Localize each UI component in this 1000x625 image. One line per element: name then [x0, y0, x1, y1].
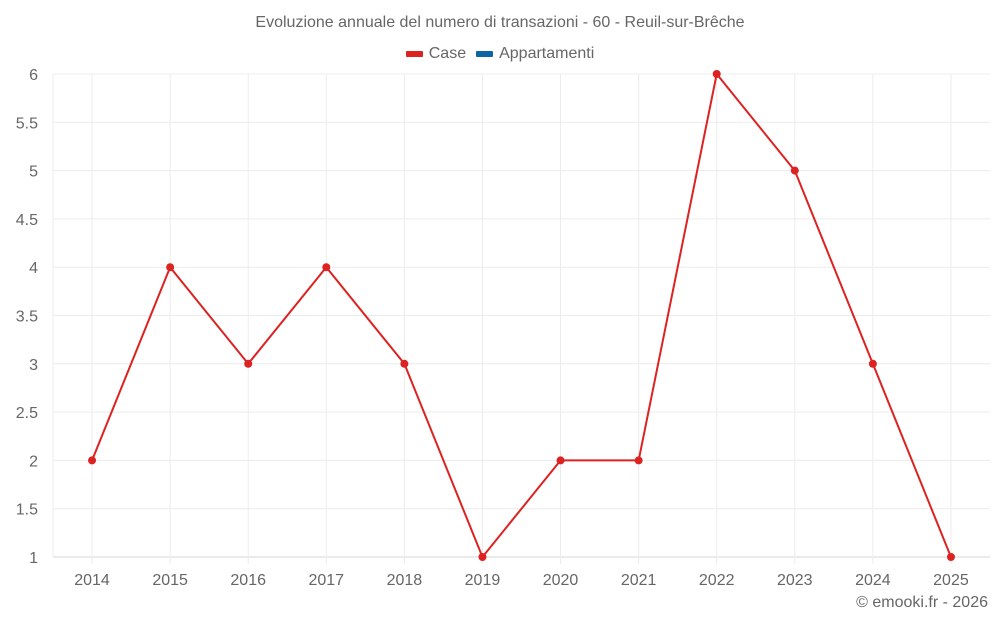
x-tick-label: 2022: [699, 572, 735, 589]
grid-lines: [52, 73, 990, 564]
y-axis-labels: 1 1.5 2 2.5 3 3.5 4 4.5 5 5.5 6: [16, 67, 38, 567]
y-tick-label: 3: [29, 357, 38, 374]
x-tick-label: 2018: [387, 572, 423, 589]
y-tick-label: 5.5: [16, 115, 38, 132]
series-line-case: [91, 73, 952, 558]
data-point[interactable]: [478, 553, 487, 561]
x-tick-label: 2020: [543, 572, 579, 589]
data-point[interactable]: [790, 166, 799, 175]
y-tick-label: 4: [29, 260, 38, 277]
data-series: [88, 70, 955, 561]
legend-swatch-appartamenti: [476, 51, 494, 57]
data-point[interactable]: [556, 456, 565, 465]
y-tick-label: 1.5: [16, 502, 38, 519]
data-point[interactable]: [322, 263, 331, 272]
data-point[interactable]: [88, 456, 97, 465]
y-tick-label: 3.5: [16, 309, 38, 326]
legend-item-appartamenti[interactable]: Appartamenti: [476, 45, 594, 63]
data-point[interactable]: [244, 359, 253, 368]
data-point[interactable]: [946, 553, 955, 561]
data-point[interactable]: [634, 456, 643, 465]
data-point[interactable]: [712, 70, 721, 78]
y-tick-label: 5: [29, 164, 38, 181]
x-tick-label: 2019: [465, 572, 501, 589]
x-tick-label: 2023: [777, 572, 813, 589]
data-point[interactable]: [868, 359, 877, 368]
x-tick-label: 2017: [308, 572, 344, 589]
data-point[interactable]: [166, 263, 175, 272]
data-point[interactable]: [400, 359, 409, 368]
x-axis-labels: 2014 2015 2016 2017 2018 2019 2020 2021 2022 2023…: [74, 572, 969, 589]
y-tick-label: 4.5: [16, 212, 38, 229]
x-tick-label: 2014: [74, 572, 110, 589]
chart-title: Evoluzione annuale del numero di transaz…: [255, 14, 745, 31]
x-tick-label: 2021: [621, 572, 657, 589]
legend-item-case[interactable]: Case: [405, 45, 467, 63]
legend-label-case: Case: [428, 45, 467, 62]
copyright-credit: © emooki.fr - 2026: [856, 594, 988, 611]
chart-legend: Case Appartamenti: [0, 45, 1000, 63]
y-tick-label: 2: [29, 453, 38, 470]
legend-swatch-case: [405, 51, 423, 57]
x-tick-label: 2025: [933, 572, 969, 589]
y-tick-label: 1: [29, 550, 38, 567]
x-tick-label: 2024: [855, 572, 891, 589]
x-tick-label: 2015: [152, 572, 188, 589]
y-tick-label: 2.5: [16, 405, 38, 422]
y-tick-label: 6: [29, 67, 38, 84]
x-tick-label: 2016: [230, 572, 266, 589]
legend-label-appartamenti: Appartamenti: [499, 45, 595, 62]
